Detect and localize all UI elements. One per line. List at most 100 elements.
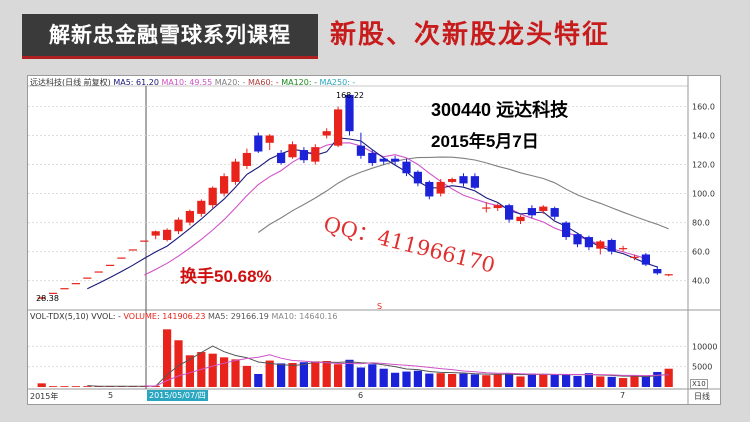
course-banner: 解新忠金融雪球系列课程: [22, 14, 318, 59]
slide-topic: 新股、次新股龙头特征: [330, 20, 611, 50]
legend-ma120: MA120: -: [281, 78, 317, 87]
turnover-annotation: 换手50.68%: [180, 267, 272, 286]
candle-body: [379, 158, 388, 162]
candle-body: [242, 152, 252, 166]
legend-ma60: MA60: -: [247, 78, 279, 87]
candle-body: [447, 179, 457, 182]
stock-date: 2015年5月7日: [431, 132, 539, 151]
volume-bar: [379, 368, 388, 387]
legend-ma20: MA20: -: [214, 78, 246, 87]
candle-body: [174, 219, 183, 232]
candle-body: [596, 241, 605, 249]
x-label-year: 2015年: [30, 392, 59, 401]
volume-bar: [322, 360, 331, 387]
candle-body: [459, 176, 468, 184]
period-label[interactable]: 日线: [694, 392, 710, 401]
volume-bar: [550, 374, 559, 387]
vol-vvol: VVOL: -: [91, 312, 121, 321]
candle-body: [436, 181, 445, 194]
x-label-july: 7: [620, 391, 626, 400]
candle-body: [413, 171, 423, 184]
volume-bar: [584, 373, 594, 387]
stock-chart-window[interactable]: 160.0 140.0 120.0 100.0 80.0 60.0 40.0 10000 500…: [27, 75, 721, 405]
legend-ma250: MA250: -: [319, 78, 356, 87]
volume-bar: [219, 357, 229, 387]
volume-bar: [37, 383, 46, 387]
volume-bar: [356, 367, 366, 387]
candle-body: [265, 135, 274, 143]
volume-bar: [527, 373, 537, 387]
candle-body: [493, 205, 502, 209]
volume-bar: [596, 376, 605, 387]
volume-bar: [561, 374, 571, 387]
stock-code-name: 300440 远达科技: [431, 100, 569, 120]
low-price-label: 28.38: [36, 294, 59, 303]
vol-ma5: MA5: 29166.19: [208, 312, 269, 321]
x-label-may: 5: [108, 391, 114, 400]
legend-ma10: MA10: 49.55: [161, 78, 213, 87]
candle-body: [208, 187, 217, 206]
volume-bar: [470, 374, 480, 387]
volume-bar: [60, 386, 69, 387]
volume-bar: [493, 373, 502, 387]
volume-bar: [653, 371, 662, 387]
y-tick-label: 60.0: [692, 248, 710, 257]
volume-bar: [71, 386, 81, 387]
candlestick-chart: 160.0 140.0 120.0 100.0 80.0 60.0 40.0 10000 500…: [28, 76, 720, 404]
candle-body: [356, 145, 366, 156]
candle-body: [402, 161, 411, 174]
high-price-label: 168.22: [336, 91, 364, 100]
candle-body: [390, 158, 400, 162]
vol-ma10: MA10: 14640.16: [271, 312, 338, 321]
candle-body: [333, 109, 343, 146]
volume-bar: [242, 365, 252, 387]
candle-body: [470, 176, 480, 188]
candle-body: [197, 200, 206, 214]
volume-bar: [459, 373, 468, 387]
volume-bar: [231, 359, 240, 387]
volume-bar: [618, 378, 628, 387]
volume-bar: [265, 360, 274, 387]
candle-body: [561, 222, 571, 238]
volume-bar: [539, 374, 548, 387]
candle-body: [527, 208, 537, 216]
volume-bar: [345, 359, 354, 387]
candle-body: [322, 131, 331, 136]
candle-body: [231, 161, 240, 182]
volume-bar: [425, 373, 434, 387]
candle-body: [219, 176, 229, 194]
legend-ma5: MA5: 61.20: [113, 78, 159, 87]
x-label-june: 6: [358, 391, 364, 400]
volume-bar: [573, 376, 582, 387]
candle-body: [345, 94, 354, 132]
candle-body: [311, 147, 320, 162]
y-tick-label: 120.0: [692, 161, 715, 170]
cursor-date-tag: 2015/05/07/四: [147, 390, 208, 401]
legend-stock-name: 远达科技(日线 前复权): [30, 78, 111, 87]
volume-bar: [208, 353, 217, 387]
candle-body: [607, 239, 616, 252]
volume-bar: [311, 361, 320, 387]
volume-bar: [516, 376, 525, 387]
y-tick-label: 40.0: [692, 277, 710, 286]
signal-mark: S: [377, 302, 383, 311]
candle-body: [254, 135, 263, 152]
candle-body: [573, 234, 582, 245]
volume-bar: [299, 362, 309, 387]
candle-body: [653, 268, 662, 274]
volume-bar: [402, 371, 411, 387]
vol-ma10-line: [144, 354, 669, 387]
vol-indicator-name: VOL-TDX(5,10): [30, 312, 89, 321]
volume-bar: [641, 375, 651, 387]
candle-body: [288, 144, 297, 158]
volume-bar: [48, 386, 58, 387]
volume-bar: [436, 373, 445, 387]
y-tick-label: 80.0: [692, 219, 710, 228]
candle-body: [37, 297, 46, 299]
y-tick-label: 160.0: [692, 103, 715, 112]
volume-bar: [254, 373, 263, 387]
volume-unit-badge: X10: [690, 379, 708, 389]
candle-body: [368, 152, 377, 164]
candle-body: [425, 181, 434, 197]
